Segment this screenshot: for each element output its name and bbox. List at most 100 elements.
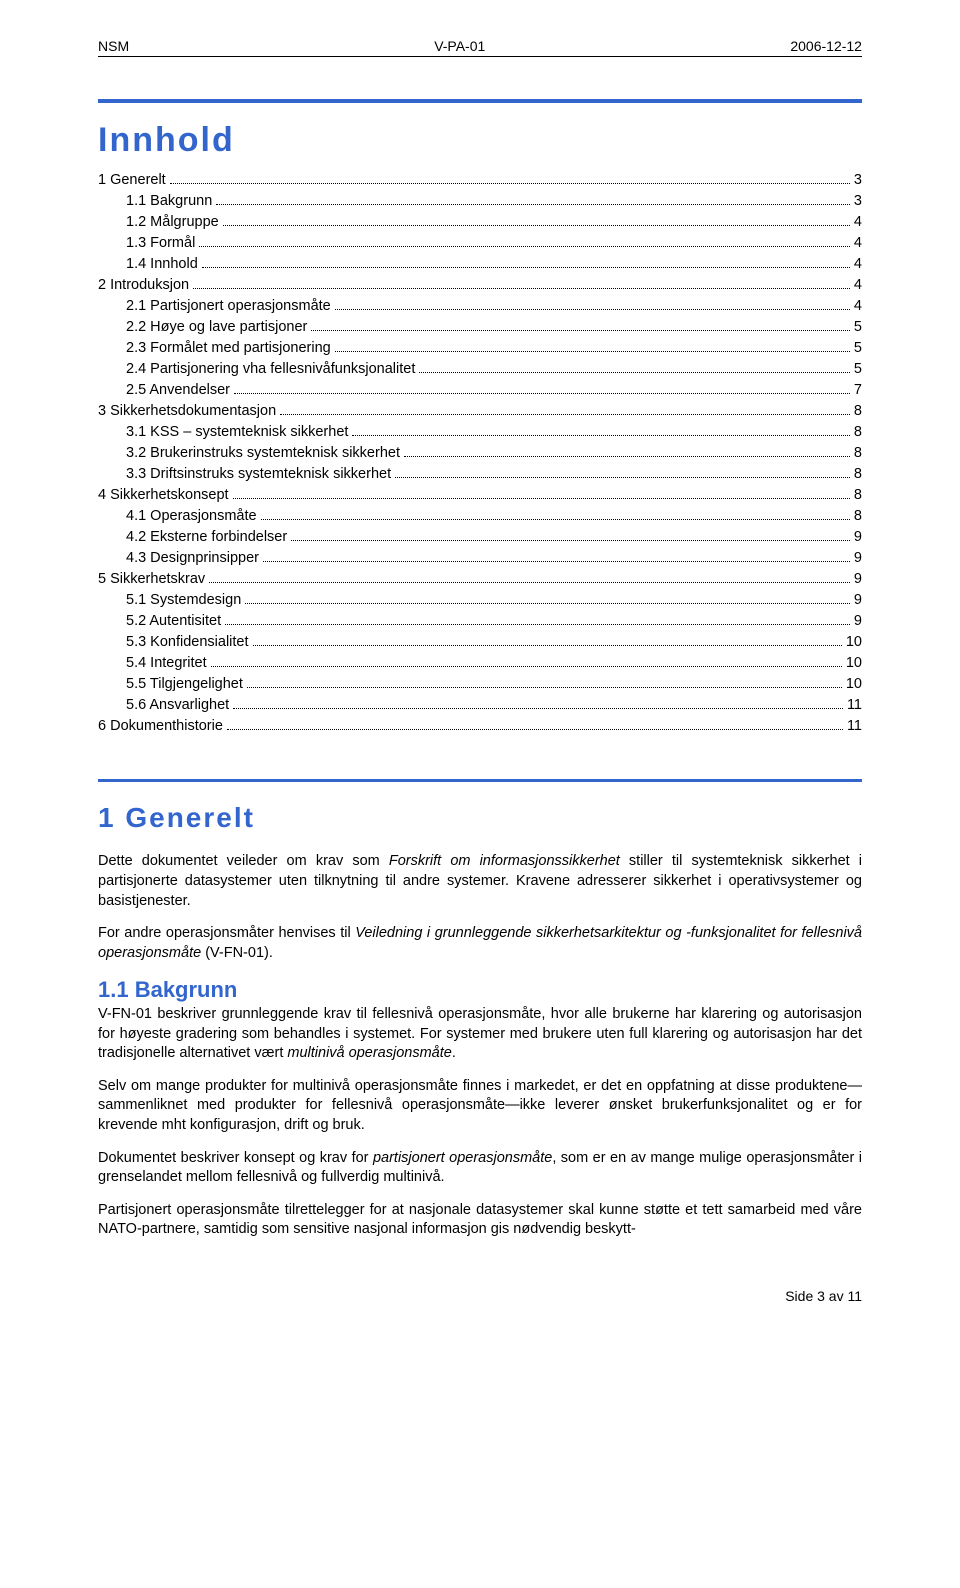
toc-entry: 1 Generelt 3 <box>98 170 862 191</box>
toc-page-number: 3 <box>854 170 862 191</box>
text-run: Dette dokumentet veileder om krav som <box>98 853 389 869</box>
toc-label: 2.2 Høye og lave partisjoner <box>126 317 307 338</box>
italic-run: partisjonert operasjonsmåte <box>373 1150 552 1166</box>
toc-leader-dots <box>233 488 850 500</box>
toc-entry: 3.1 KSS – systemteknisk sikkerhet 8 <box>98 422 862 443</box>
toc-leader-dots <box>291 530 850 542</box>
toc-page-number: 8 <box>854 506 862 527</box>
toc-leader-dots <box>280 404 850 416</box>
section-rule <box>98 779 862 782</box>
header-left: NSM <box>98 38 129 54</box>
toc-leader-dots <box>211 656 842 668</box>
toc-label: 4.3 Designprinsipper <box>126 548 259 569</box>
toc-entry: 1.4 Innhold 4 <box>98 254 862 275</box>
paragraph: Selv om mange produkter for multinivå op… <box>98 1077 862 1136</box>
toc-entry: 4.2 Eksterne forbindelser 9 <box>98 527 862 548</box>
text-run: Selv om mange produkter for multinivå op… <box>98 1078 862 1133</box>
paragraph: Dokumentet beskriver konsept og krav for… <box>98 1149 862 1188</box>
toc-page-number: 8 <box>854 422 862 443</box>
toc-entry: 5.3 Konfidensialitet 10 <box>98 632 862 653</box>
text-run: For andre operasjonsmåter henvises til <box>98 925 355 941</box>
toc-leader-dots <box>193 277 850 289</box>
toc-leader-dots <box>335 341 850 353</box>
text-run: . <box>452 1045 456 1061</box>
toc-page-number: 11 <box>847 716 862 737</box>
toc-leader-dots <box>263 551 850 563</box>
toc-leader-dots <box>404 446 850 458</box>
toc-label: 2.4 Partisjonering vha fellesnivåfunksjo… <box>126 359 415 380</box>
toc-page-number: 3 <box>854 191 862 212</box>
toc-leader-dots <box>395 467 850 479</box>
toc-page-number: 8 <box>854 485 862 506</box>
toc-entry: 3.2 Brukerinstruks systemteknisk sikkerh… <box>98 443 862 464</box>
toc-label: 5.1 Systemdesign <box>126 590 241 611</box>
subsection-body: V-FN-01 beskriver grunnleggende krav til… <box>98 1005 862 1240</box>
toc-label: 4 Sikkerhetskonsept <box>98 485 229 506</box>
toc-label: 3.3 Driftsinstruks systemteknisk sikkerh… <box>126 464 391 485</box>
toc-leader-dots <box>419 362 850 374</box>
toc-page-number: 5 <box>854 359 862 380</box>
toc-leader-dots <box>261 509 850 521</box>
text-run: V-FN-01 beskriver grunnleggende krav til… <box>98 1006 862 1061</box>
page: NSM V-PA-01 2006-12-12 Innhold 1 Generel… <box>0 0 960 1334</box>
section-body: Dette dokumentet veileder om krav som Fo… <box>98 852 862 963</box>
toc-entry: 5.1 Systemdesign 9 <box>98 590 862 611</box>
toc-page-number: 9 <box>854 527 862 548</box>
toc-label: 5 Sikkerhetskrav <box>98 569 205 590</box>
toc-leader-dots <box>352 425 850 437</box>
paragraph: Partisjonert operasjonsmåte tilrettelegg… <box>98 1201 862 1240</box>
toc-entry: 3.3 Driftsinstruks systemteknisk sikkerh… <box>98 464 862 485</box>
toc-entry: 4.1 Operasjonsmåte 8 <box>98 506 862 527</box>
title-rule <box>98 99 862 103</box>
toc-leader-dots <box>245 593 850 605</box>
toc-label: 2 Introduksjon <box>98 275 189 296</box>
toc-page-number: 4 <box>854 212 862 233</box>
toc-entry: 4.3 Designprinsipper 9 <box>98 548 862 569</box>
toc-leader-dots <box>253 635 842 647</box>
toc-entry: 2.1 Partisjonert operasjonsmåte 4 <box>98 296 862 317</box>
toc-label: 1 Generelt <box>98 170 166 191</box>
toc-leader-dots <box>170 172 850 184</box>
toc-label: 4.2 Eksterne forbindelser <box>126 527 287 548</box>
toc-label: 2.1 Partisjonert operasjonsmåte <box>126 296 331 317</box>
page-header: NSM V-PA-01 2006-12-12 <box>98 38 862 54</box>
toc-label: 2.5 Anvendelser <box>126 380 230 401</box>
toc-page-number: 8 <box>854 443 862 464</box>
paragraph: Dette dokumentet veileder om krav som Fo… <box>98 852 862 911</box>
text-run: (V-FN-01). <box>201 945 273 961</box>
toc-leader-dots <box>202 256 850 268</box>
toc-leader-dots <box>216 193 850 205</box>
toc-entry: 2 Introduksjon 4 <box>98 275 862 296</box>
toc-entry: 2.3 Formålet med partisjonering 5 <box>98 338 862 359</box>
toc-label: 3.1 KSS – systemteknisk sikkerhet <box>126 422 348 443</box>
toc-label: 5.4 Integritet <box>126 653 207 674</box>
toc-entry: 5.4 Integritet 10 <box>98 653 862 674</box>
toc-page-number: 4 <box>854 296 862 317</box>
toc-entry: 5.6 Ansvarlighet 11 <box>98 695 862 716</box>
toc-page-number: 8 <box>854 401 862 422</box>
toc-label: 6 Dokumenthistorie <box>98 716 223 737</box>
paragraph: For andre operasjonsmåter henvises til V… <box>98 924 862 963</box>
toc-leader-dots <box>247 677 842 689</box>
italic-run: multinivå operasjonsmåte <box>287 1045 451 1061</box>
toc-leader-dots <box>335 299 850 311</box>
toc-page-number: 10 <box>846 653 862 674</box>
toc-page-number: 5 <box>854 338 862 359</box>
table-of-contents: 1 Generelt 31.1 Bakgrunn 31.2 Målgruppe … <box>98 170 862 737</box>
toc-entry: 1.2 Målgruppe 4 <box>98 212 862 233</box>
toc-entry: 1.1 Bakgrunn 3 <box>98 191 862 212</box>
toc-page-number: 7 <box>854 380 862 401</box>
header-center: V-PA-01 <box>434 38 485 54</box>
toc-leader-dots <box>209 572 850 584</box>
text-run: Dokumentet beskriver konsept og krav for <box>98 1150 373 1166</box>
toc-entry: 5.5 Tilgjengelighet 10 <box>98 674 862 695</box>
toc-page-number: 8 <box>854 464 862 485</box>
paragraph: V-FN-01 beskriver grunnleggende krav til… <box>98 1005 862 1064</box>
toc-page-number: 10 <box>846 674 862 695</box>
subsection-heading: 1.1 Bakgrunn <box>98 977 862 1003</box>
toc-label: 4.1 Operasjonsmåte <box>126 506 257 527</box>
toc-label: 1.2 Målgruppe <box>126 212 219 233</box>
toc-leader-dots <box>199 235 850 247</box>
toc-entry: 1.3 Formål 4 <box>98 233 862 254</box>
toc-page-number: 5 <box>854 317 862 338</box>
